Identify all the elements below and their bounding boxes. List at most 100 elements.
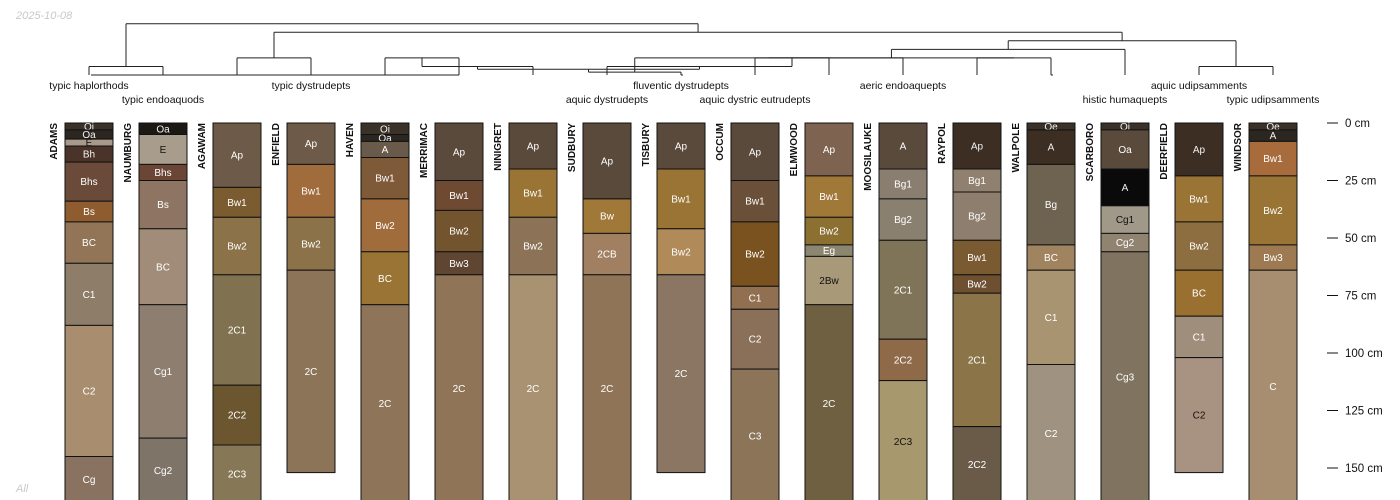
horizon-label: Cg1 <box>1116 215 1135 226</box>
horizon-block <box>360 304 410 500</box>
horizon-block <box>286 216 336 271</box>
depth-tick-label: 125 cm <box>1345 406 1383 418</box>
horizon-block <box>804 122 854 177</box>
horizon-label: Cg2 <box>1116 238 1135 249</box>
horizon-label: Cg3 <box>1116 373 1135 384</box>
horizon-label: Oi <box>84 122 94 133</box>
horizon-label: 2C <box>675 369 688 380</box>
horizon-label: Bhs <box>80 177 97 188</box>
soil-profile: Oa E Bhs Bs BC Cg1 Cg2 NAUMBURG <box>123 122 188 500</box>
horizon-label: 2C2 <box>228 411 247 422</box>
horizon-block <box>582 198 632 234</box>
horizon-label: Cg <box>83 475 96 486</box>
horizon-label: Bw2 <box>227 242 247 253</box>
horizon-label: C2 <box>749 335 762 346</box>
horizon-label: 2C2 <box>894 355 913 366</box>
date-stamp: 2025-10-08 <box>15 10 73 22</box>
horizon-label: Bw2 <box>449 227 469 238</box>
horizon-label: Bg <box>1045 200 1057 211</box>
horizon-label: Oi <box>380 124 390 135</box>
horizon-block <box>508 216 558 276</box>
horizon-block <box>1026 364 1076 500</box>
soil-profile: Ap Bg1 Bg2 Bw1 Bw2 2C1 2C2 RAYPOL <box>937 122 1002 500</box>
horizon-label: 2C <box>453 384 466 395</box>
profile-name: DEERFIELD <box>1159 123 1170 180</box>
horizon-block <box>1174 357 1224 474</box>
soil-profile: Ap Bw1 Bw2 2C1 2C2 2C3 AGAWAM <box>197 122 262 500</box>
horizon-label: 2C2 <box>968 460 987 471</box>
horizon-label: Bw1 <box>745 197 765 208</box>
horizon-label: Oi <box>1120 122 1130 133</box>
horizon-block <box>730 221 780 287</box>
profile-name: AGAWAM <box>197 123 208 169</box>
horizon-label: Bs <box>157 200 169 211</box>
horizon-label: Ap <box>675 142 688 153</box>
horizon-block <box>212 444 262 500</box>
horizon-block <box>434 274 484 500</box>
horizon-label: Ap <box>823 145 836 156</box>
horizon-label: Bw2 <box>301 239 321 250</box>
horizon-block <box>1174 122 1224 177</box>
horizon-block <box>878 239 928 340</box>
horizon-label: Bw1 <box>819 192 839 203</box>
horizon-label: BC <box>82 238 96 249</box>
soil-profile: A Bg1 Bg2 2C1 2C2 2C3 MOOSILAUKE <box>863 122 928 500</box>
horizon-block <box>212 122 262 188</box>
horizon-label: Bg2 <box>968 212 986 223</box>
horizon-label: Bw1 <box>301 186 321 197</box>
horizon-block <box>1026 269 1076 366</box>
profile-name: NINIGRET <box>493 123 504 171</box>
horizon-label: Bw3 <box>449 259 469 270</box>
horizon-label: Ap <box>453 147 466 158</box>
horizon-label: C3 <box>749 431 762 442</box>
horizon-block <box>656 168 706 230</box>
horizon-label: BC <box>378 274 392 285</box>
horizon-block <box>804 175 854 218</box>
horizon-label: A <box>900 142 907 153</box>
horizon-block <box>582 274 632 500</box>
horizon-block <box>952 191 1002 241</box>
soil-profile: Oi Oa A Cg1 Cg2 Cg3 SCARBORO <box>1085 122 1150 500</box>
profile-name: ADAMS <box>49 123 60 160</box>
taxon-label: fluventic dystrudepts <box>633 80 729 92</box>
dendrogram <box>88 23 1274 76</box>
horizon-block <box>952 122 1002 170</box>
horizon-block <box>286 269 336 474</box>
horizon-block <box>1100 129 1150 170</box>
horizon-label: Bw2 <box>745 250 765 261</box>
horizon-block <box>64 161 114 202</box>
horizon-label: 2Bw <box>819 276 839 287</box>
horizon-label: Bw1 <box>523 189 543 200</box>
soil-profile: Ap Bw1 Bw2 2C ENFIELD <box>271 122 336 474</box>
horizon-label: Ap <box>1193 145 1206 156</box>
horizon-block <box>360 251 410 306</box>
horizon-label: BC <box>1192 289 1206 300</box>
horizon-label: Bw2 <box>819 227 839 238</box>
horizon-block <box>1174 269 1224 317</box>
soil-profile: Ap Bw1 Bw2 2C TISBURY <box>641 122 706 474</box>
horizon-label: Oa <box>156 124 170 135</box>
taxon-label: aquic udipsamments <box>1151 80 1247 92</box>
horizon-label: Eg <box>823 246 835 257</box>
horizon-label: Bhs <box>154 168 171 179</box>
horizon-block <box>138 437 188 500</box>
horizon-block <box>434 122 484 181</box>
horizon-label: Bg1 <box>894 179 912 190</box>
taxon-label: typic dystrudepts <box>272 80 351 92</box>
soil-profile: Ap Bw1 Bw2 Bw3 2C MERRIMAC <box>419 122 484 500</box>
horizon-label: E <box>86 138 93 149</box>
horizon-block <box>730 308 780 370</box>
horizon-block <box>1174 175 1224 223</box>
horizon-label: Bw1 <box>967 253 987 264</box>
profile-name: TISBURY <box>641 123 652 167</box>
horizon-label: Bw2 <box>1189 242 1209 253</box>
horizon-block <box>286 122 336 165</box>
horizon-label: C <box>1269 382 1276 393</box>
horizon-block <box>1100 251 1150 500</box>
horizon-label: Bw2 <box>967 280 987 291</box>
profile-name: ELMWOOD <box>789 123 800 176</box>
taxonomy-labels: typic haplorthods typic endoaquods typic d… <box>49 80 1319 106</box>
horizon-block <box>878 122 928 170</box>
horizon-label: Ap <box>527 142 540 153</box>
